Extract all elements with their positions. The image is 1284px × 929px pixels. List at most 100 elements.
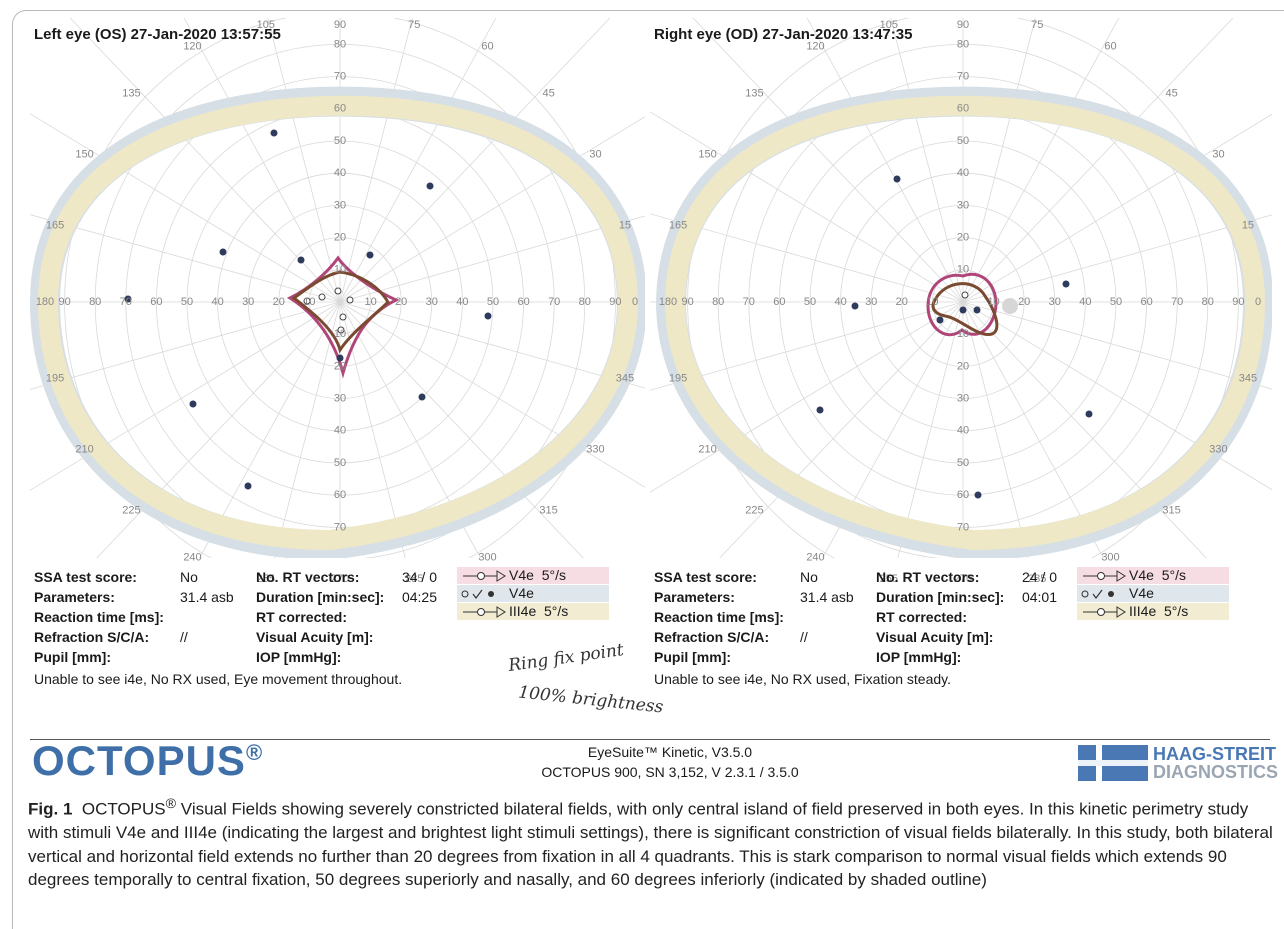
radius-label: 70: [548, 296, 560, 308]
grid-radial: [274, 301, 341, 558]
radius-label: 40: [334, 425, 346, 437]
info-label: No. RT vectors:: [256, 569, 360, 585]
angle-label: 120: [806, 40, 824, 52]
brand-text: OCTOPUS: [32, 737, 246, 784]
info-value: 31.4 asb: [800, 589, 854, 605]
legend-box: [457, 567, 609, 620]
info-label: Reaction time [ms]:: [34, 609, 164, 625]
legend-band: [457, 603, 609, 620]
legend-symbol: [472, 589, 483, 599]
radius-label: 30: [865, 296, 877, 308]
grid-radial: [962, 18, 1234, 303]
radius-label: 10: [926, 296, 938, 308]
legend-label: III4e 5°/s: [1129, 603, 1189, 619]
angle-label: 45: [542, 87, 554, 99]
angle-label: 60: [481, 40, 493, 52]
radius-label: 20: [334, 360, 346, 372]
radius-label: 90: [681, 296, 693, 308]
legend-symbol: [1116, 606, 1126, 618]
legend-label: III4e 5°/s: [509, 603, 569, 619]
info-value: //: [180, 629, 188, 645]
angle-label: 330: [586, 443, 604, 455]
grid-radial: [962, 301, 1029, 558]
info-value: 31.4 asb: [180, 589, 234, 605]
radius-label: 10: [957, 264, 969, 276]
caption-brand-mark: ®: [165, 796, 177, 812]
info-label: Duration [min:sec]:: [876, 589, 1005, 605]
angle-label: 255: [257, 573, 275, 585]
legend-symbol: [1092, 589, 1103, 599]
grid-radial: [30, 301, 341, 491]
angle-label: 345: [1239, 372, 1257, 384]
info-label: RT corrected:: [876, 609, 968, 625]
angle-label: 150: [698, 148, 716, 160]
angle-label: 90: [957, 19, 969, 31]
radius-label: 70: [334, 71, 346, 83]
logo-line1: HAAG-STREIT: [1153, 744, 1276, 764]
radius-label: 60: [334, 489, 346, 501]
grid-radial: [962, 113, 1272, 303]
caption-label: Fig. 1: [28, 799, 73, 819]
angle-label: 210: [698, 443, 716, 455]
legend-band: [457, 585, 609, 602]
radius-label: 20: [957, 232, 969, 244]
grid-radial: [96, 301, 341, 558]
grid-radial: [267, 18, 341, 303]
device-info: OCTOPUS 900, SN 3,152, V 2.3.1 / 3.5.0: [541, 764, 799, 780]
info-label: SSA test score:: [654, 569, 757, 585]
radius-label: 20: [273, 296, 285, 308]
angle-label: 210: [75, 443, 93, 455]
radius-label: 50: [334, 135, 346, 147]
angle-label: 60: [1104, 40, 1116, 52]
angle-label: 225: [122, 505, 140, 517]
angle-label: 30: [1212, 148, 1224, 160]
angle-label: 300: [1101, 551, 1119, 563]
normal-outline: [655, 86, 1272, 558]
info-value: 34 / 0: [401, 569, 437, 585]
angle-label: 270: [331, 573, 349, 585]
radius-label: 30: [957, 393, 969, 405]
angle-label: 240: [806, 551, 824, 563]
legend-symbol: [1116, 570, 1126, 582]
info-label: Duration [min:sec]:: [256, 589, 385, 605]
angle-label: 75: [1031, 19, 1043, 31]
angle-label: 315: [539, 505, 557, 517]
radius-label: 80: [712, 296, 724, 308]
angle-label: 105: [257, 19, 275, 31]
caption-brand: OCTOPUS: [81, 799, 166, 819]
angle-label: 180: [659, 296, 677, 308]
angle-label: 285: [1028, 573, 1046, 585]
info-value: 04:25: [401, 589, 437, 605]
radius-label: 80: [334, 38, 346, 50]
legend-symbol: [477, 608, 485, 616]
caption-text: Visual Fields showing severely constrict…: [28, 799, 1273, 890]
grid-radial: [339, 18, 611, 303]
radius-label: 50: [957, 135, 969, 147]
brand-logo: OCTOPUS®: [32, 737, 263, 785]
info-value: 04:01: [1021, 589, 1057, 605]
radius-label: 90: [1232, 296, 1244, 308]
radius-label: 60: [957, 103, 969, 115]
radius-label: 60: [517, 296, 529, 308]
grid-radial: [962, 301, 1207, 558]
radius-label: 10: [334, 328, 346, 340]
legend-symbol: [496, 606, 506, 618]
angle-label: 165: [669, 220, 687, 232]
radius-label: 70: [1171, 296, 1183, 308]
angle-label: 15: [619, 220, 631, 232]
radius-label: 70: [120, 296, 132, 308]
legend-label: V4e: [1129, 585, 1154, 601]
info-value: 24 / 0: [1021, 569, 1057, 585]
grid-radial: [339, 301, 645, 488]
angle-label: 195: [46, 372, 64, 384]
figure-caption: Fig. 1 OCTOPUS® Visual Fields showing se…: [28, 793, 1273, 892]
radius-label: 30: [957, 199, 969, 211]
legend-band: [1077, 603, 1229, 620]
radius-label: 80: [957, 38, 969, 50]
angle-label: 30: [589, 148, 601, 160]
info-label: IOP [mmHg]:: [876, 649, 962, 665]
grid-radial: [650, 213, 964, 303]
figure-frame: [12, 10, 1284, 929]
radius-label: 90: [609, 296, 621, 308]
info-label: Refraction S/C/A:: [34, 629, 150, 645]
